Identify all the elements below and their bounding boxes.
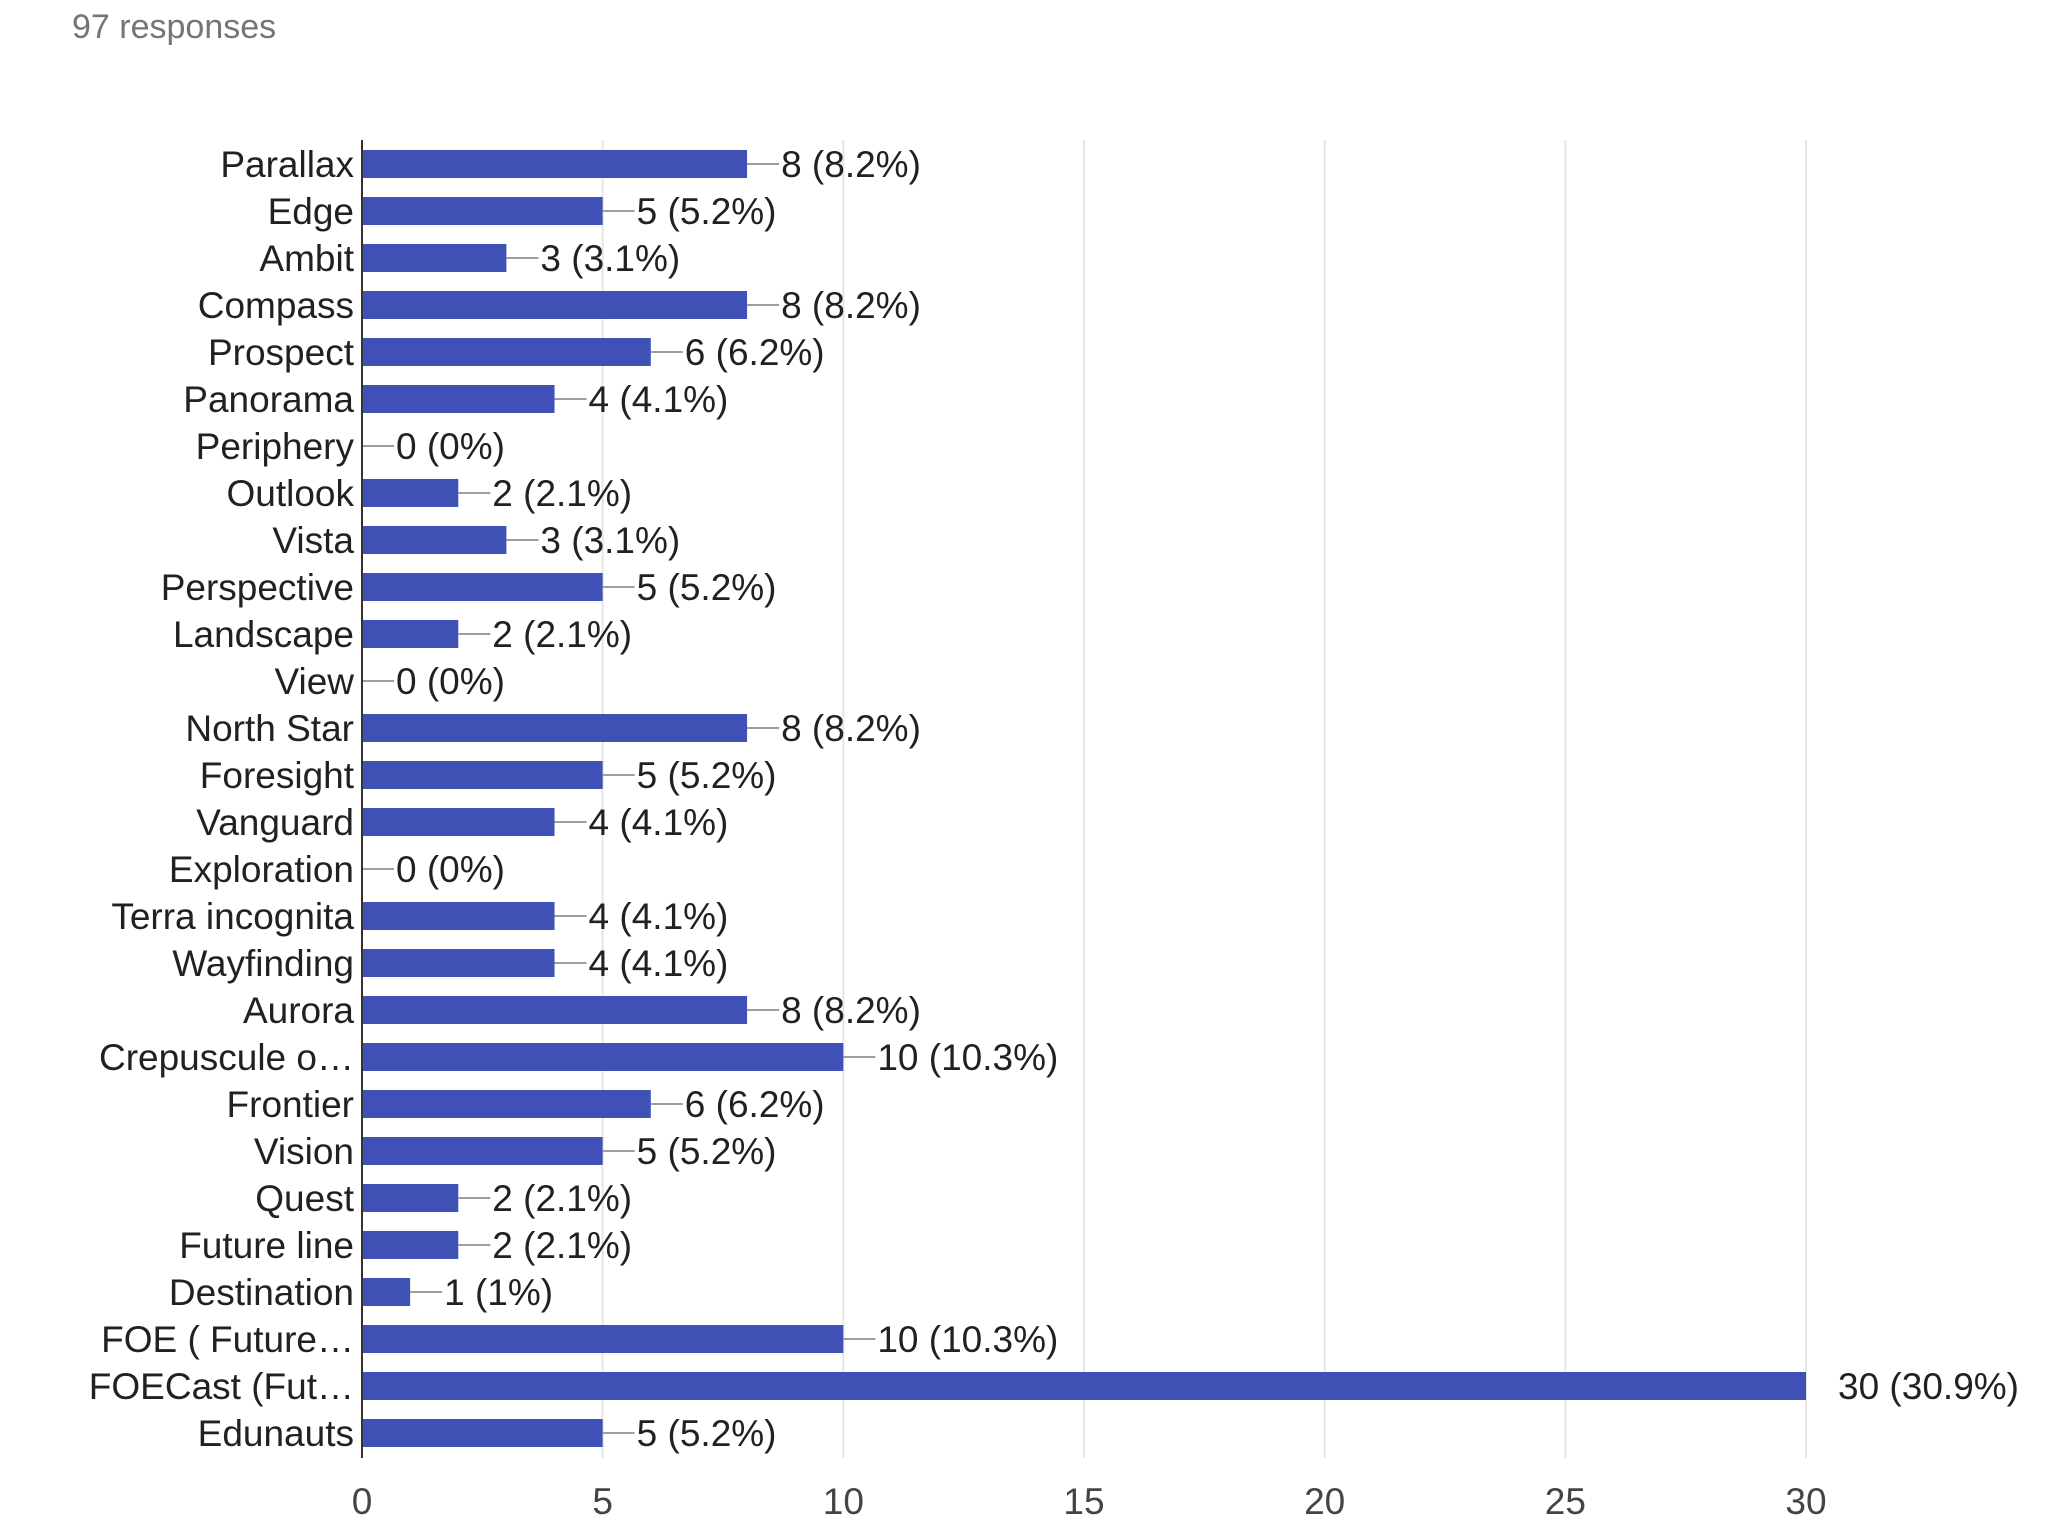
category-label: Frontier [227, 1084, 354, 1125]
category-label: Wayfinding [172, 943, 354, 984]
bar [362, 573, 603, 601]
value-label: 10 (10.3%) [877, 1319, 1058, 1360]
category-label: Crepuscule o… [99, 1037, 354, 1078]
x-tick-label: 5 [592, 1481, 613, 1522]
value-label: 2 (2.1%) [492, 614, 632, 655]
bar [362, 620, 459, 648]
x-tick-label: 30 [1785, 1481, 1826, 1522]
category-label: Destination [169, 1272, 354, 1313]
category-label: Vision [254, 1131, 354, 1172]
bar [362, 1043, 844, 1071]
value-label: 3 (3.1%) [540, 520, 680, 561]
x-tick-label: 0 [352, 1481, 373, 1522]
category-label: View [274, 661, 354, 702]
bar [362, 761, 603, 789]
value-label: 8 (8.2%) [781, 285, 921, 326]
value-label: 3 (3.1%) [540, 238, 680, 279]
value-label: 5 (5.2%) [637, 1413, 777, 1454]
category-label: Perspective [161, 567, 354, 608]
bar [362, 1090, 651, 1118]
value-label: 4 (4.1%) [589, 379, 729, 420]
category-label: Quest [255, 1178, 354, 1219]
bar [362, 526, 507, 554]
bar [362, 714, 748, 742]
value-label: 30 (30.9%) [1838, 1366, 2019, 1407]
category-label: Terra incognita [111, 896, 354, 937]
bar [362, 1372, 1806, 1400]
labels: 0 5 10 15 20 25 30 Parallax 8 (8.2%) Edge 5 (5.2%)… [89, 144, 2019, 1522]
category-label: Foresight [200, 755, 355, 796]
value-label: 4 (4.1%) [589, 802, 729, 843]
bar [362, 385, 555, 413]
bar [362, 197, 603, 225]
responses-count: 97 responses [72, 8, 277, 46]
x-tick-label: 15 [1063, 1481, 1104, 1522]
value-label: 4 (4.1%) [589, 896, 729, 937]
category-label: Parallax [220, 144, 354, 185]
bar [362, 338, 651, 366]
category-label: Future line [179, 1225, 354, 1266]
category-label: Vanguard [196, 802, 354, 843]
value-label: 10 (10.3%) [877, 1037, 1058, 1078]
category-label: Vista [272, 520, 354, 561]
category-label: Landscape [173, 614, 354, 655]
category-label: Periphery [196, 426, 355, 467]
category-label: FOE ( Future… [101, 1319, 354, 1360]
value-label: 1 (1%) [444, 1272, 553, 1313]
bar [362, 1184, 459, 1212]
x-tick-label: 25 [1545, 1481, 1586, 1522]
category-label: Edunauts [198, 1413, 354, 1454]
value-label: 0 (0%) [396, 426, 505, 467]
bar [362, 479, 459, 507]
value-label: 2 (2.1%) [492, 1225, 632, 1266]
bar [362, 1278, 411, 1306]
bar [362, 949, 555, 977]
bars [362, 150, 1806, 1447]
category-label: Compass [198, 285, 354, 326]
value-label: 0 (0%) [396, 849, 505, 890]
x-tick-label: 20 [1304, 1481, 1345, 1522]
bar [362, 996, 748, 1024]
bar [362, 244, 507, 272]
category-label: Edge [268, 191, 354, 232]
value-label: 5 (5.2%) [637, 191, 777, 232]
value-label: 5 (5.2%) [637, 567, 777, 608]
bar [362, 902, 555, 930]
category-label: Panorama [183, 379, 354, 420]
value-label: 5 (5.2%) [637, 755, 777, 796]
value-label: 4 (4.1%) [589, 943, 729, 984]
category-label: Aurora [243, 990, 354, 1031]
category-label: North Star [185, 708, 354, 749]
value-label: 0 (0%) [396, 661, 505, 702]
bar [362, 291, 748, 319]
category-label: Outlook [226, 473, 354, 514]
value-label: 6 (6.2%) [685, 332, 825, 373]
value-label: 8 (8.2%) [781, 990, 921, 1031]
value-label: 6 (6.2%) [685, 1084, 825, 1125]
category-label: Ambit [259, 238, 354, 279]
bar [362, 1231, 459, 1259]
bar [362, 1325, 844, 1353]
value-label: 5 (5.2%) [637, 1131, 777, 1172]
value-label: 2 (2.1%) [492, 1178, 632, 1219]
category-label: Prospect [208, 332, 355, 373]
bar [362, 808, 555, 836]
value-label: 2 (2.1%) [492, 473, 632, 514]
category-label: FOECast (Fut… [89, 1366, 354, 1407]
bar [362, 150, 748, 178]
bar [362, 1419, 603, 1447]
value-label: 8 (8.2%) [781, 708, 921, 749]
bar [362, 1137, 603, 1165]
category-label: Exploration [169, 849, 354, 890]
x-tick-label: 10 [823, 1481, 864, 1522]
value-label: 8 (8.2%) [781, 144, 921, 185]
